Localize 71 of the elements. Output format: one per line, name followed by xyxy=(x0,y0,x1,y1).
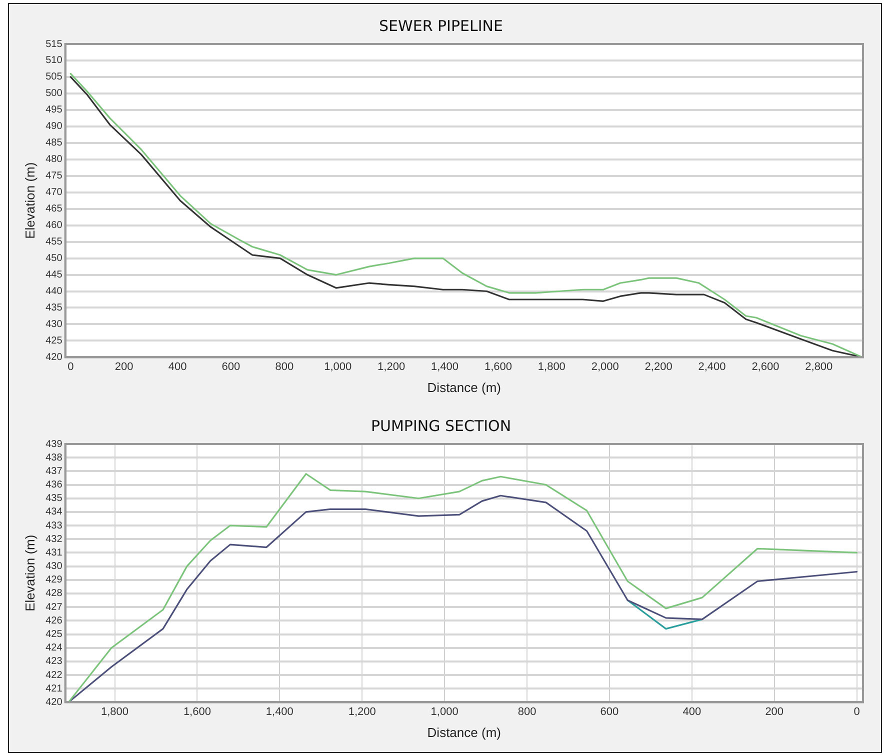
x-tick-label: 1,400 xyxy=(431,360,459,373)
y-tick-label: 426 xyxy=(46,615,63,626)
y-tick-label: 429 xyxy=(46,574,63,586)
y-axis-title: Elevation (m) xyxy=(22,534,38,612)
y-tick-label: 431 xyxy=(46,547,63,558)
y-tick-label: 490 xyxy=(46,121,63,132)
x-tick-label: 400 xyxy=(682,706,702,718)
y-tick-label: 427 xyxy=(46,602,63,613)
x-tick-label: 1,200 xyxy=(378,360,406,373)
y-tick-label: 460 xyxy=(46,220,63,232)
y-tick-label: 500 xyxy=(46,88,63,100)
y-tick-label: 421 xyxy=(46,683,63,694)
x-tick-label: 2,600 xyxy=(752,360,780,373)
x-tick-label: 1,200 xyxy=(348,706,376,718)
x-tick-label: 1,400 xyxy=(266,706,294,718)
y-tick-label: 422 xyxy=(46,670,63,681)
y-tick-label: 430 xyxy=(46,318,63,330)
y-tick-label: 425 xyxy=(46,335,63,346)
x-tick-label: 2,400 xyxy=(698,360,726,373)
y-tick-label: 432 xyxy=(46,534,63,545)
chart-title: SEWER PIPELINE xyxy=(379,16,503,35)
y-tick-label: 450 xyxy=(46,253,63,264)
x-tick-label: 800 xyxy=(518,706,536,718)
y-tick-label: 430 xyxy=(46,561,63,572)
x-tick-label: 1,000 xyxy=(324,360,352,373)
y-tick-label: 423 xyxy=(46,656,63,668)
x-tick-label: 1,600 xyxy=(183,706,211,718)
y-tick-label: 475 xyxy=(46,170,63,182)
y-tick-label: 435 xyxy=(46,302,63,314)
x-tick-label: 400 xyxy=(168,360,187,373)
y-tick-label: 510 xyxy=(46,55,63,66)
y-tick-label: 420 xyxy=(46,696,63,708)
x-axis-title: Distance (m) xyxy=(427,724,501,740)
y-tick-label: 437 xyxy=(46,466,63,477)
x-tick-label: 200 xyxy=(114,360,134,373)
x-tick-label: 2,800 xyxy=(805,360,833,373)
y-axis-title: Elevation (m) xyxy=(22,162,38,239)
x-tick-label: 2,000 xyxy=(591,360,619,373)
chart-title: PUMPING SECTION xyxy=(370,416,512,435)
x-tick-label: 600 xyxy=(222,360,240,373)
y-tick-label: 433 xyxy=(46,520,63,532)
x-tick-label: 1,800 xyxy=(100,706,129,718)
x-tick-label: 2,200 xyxy=(644,360,672,373)
y-tick-label: 439 xyxy=(46,438,63,450)
y-tick-label: 428 xyxy=(46,588,63,600)
x-tick-label: 200 xyxy=(765,706,784,718)
y-tick-label: 505 xyxy=(46,72,63,83)
y-tick-label: 438 xyxy=(46,452,63,464)
x-tick-label: 1,600 xyxy=(484,360,512,373)
y-tick-label: 515 xyxy=(46,38,63,50)
x-axis-title: Distance (m) xyxy=(427,380,501,395)
y-tick-label: 434 xyxy=(46,506,63,518)
y-tick-label: 445 xyxy=(46,270,63,281)
y-tick-label: 424 xyxy=(46,642,63,654)
x-tick-label: 1,000 xyxy=(430,706,458,718)
y-tick-label: 440 xyxy=(46,286,63,298)
x-tick-label: 800 xyxy=(275,360,294,373)
y-tick-label: 495 xyxy=(46,104,63,116)
y-tick-label: 480 xyxy=(46,154,63,166)
y-tick-label: 435 xyxy=(46,493,63,504)
y-tick-label: 470 xyxy=(46,187,63,198)
x-tick-label: 1,800 xyxy=(538,360,566,373)
y-tick-label: 436 xyxy=(46,480,63,491)
x-tick-label: 0 xyxy=(68,360,74,373)
y-tick-label: 455 xyxy=(46,236,63,248)
y-tick-label: 485 xyxy=(46,138,63,149)
y-tick-label: 465 xyxy=(46,204,63,215)
y-tick-label: 420 xyxy=(46,352,63,363)
x-tick-label: 600 xyxy=(600,706,619,718)
y-tick-label: 425 xyxy=(46,629,63,640)
x-tick-label: 0 xyxy=(854,706,860,718)
